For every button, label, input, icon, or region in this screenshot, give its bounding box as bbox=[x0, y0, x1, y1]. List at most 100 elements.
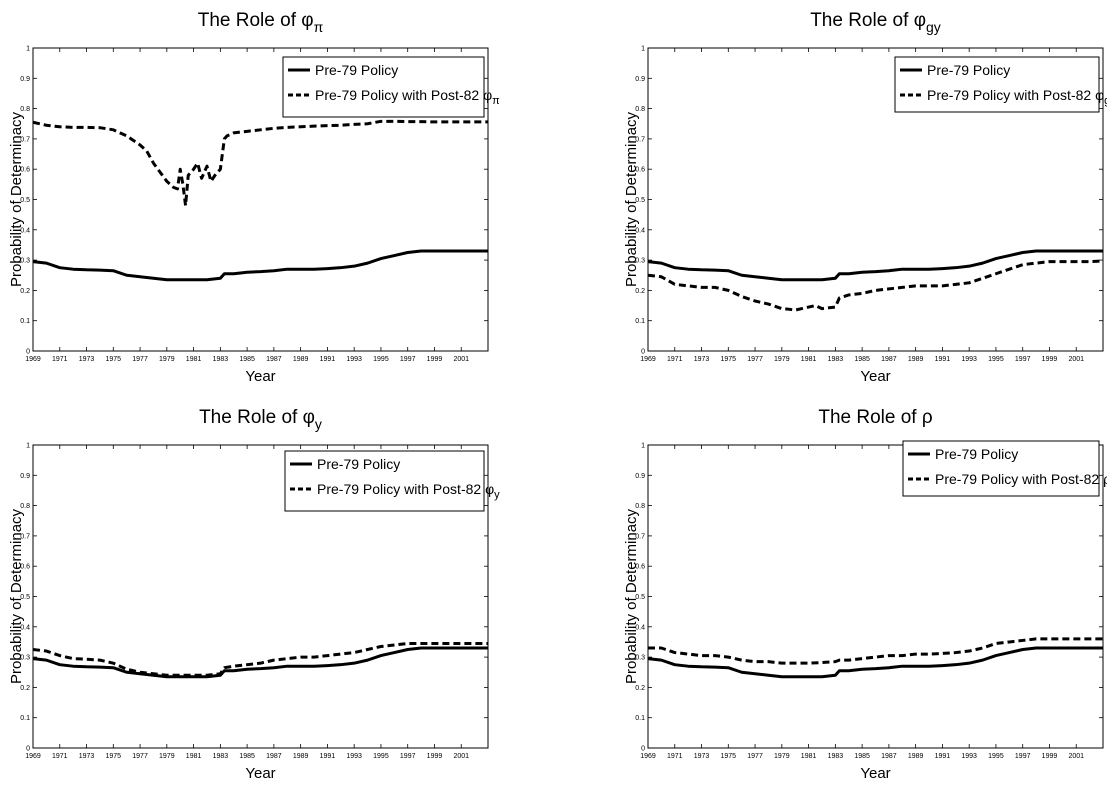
x-tick-label: 1975 bbox=[106, 356, 122, 363]
legend: Pre-79 Policy Pre-79 Policy with Post-82 … bbox=[284, 450, 500, 512]
x-axis-label: Year bbox=[860, 368, 890, 385]
x-axis-label: Year bbox=[245, 368, 275, 385]
x-tick-label: 1997 bbox=[1015, 753, 1031, 760]
y-tick-label: 0.3 bbox=[635, 258, 645, 265]
legend-entry: Pre-79 Policy bbox=[935, 446, 1018, 462]
x-tick-label: 1993 bbox=[346, 356, 362, 363]
x-tick-label: 1969 bbox=[25, 356, 41, 363]
x-tick-label: 1977 bbox=[747, 356, 763, 363]
legend-box bbox=[894, 56, 1100, 113]
x-tick-label: 1987 bbox=[266, 356, 282, 363]
x-tick-label: 1983 bbox=[828, 753, 844, 760]
y-tick-label: 0.5 bbox=[20, 594, 30, 601]
x-tick-label: 1991 bbox=[935, 356, 951, 363]
x-tick-label: 1973 bbox=[79, 753, 95, 760]
chart-svg: The Role of φπ 0 0.1 0.2 0.3 0.4 0.5 0.6 0.7 0.8 0… bbox=[8, 10, 500, 385]
y-tick-label: 0.1 bbox=[635, 715, 645, 722]
y-tick-label: 0 bbox=[641, 349, 645, 356]
legend-entry: Pre-79 Policy with Post-82 φπ bbox=[315, 87, 500, 107]
chart-panel-rho: The Role of ρ 0 0.1 0.2 0.3 0.4 0.5 0.6 0.7 0.8 0.… bbox=[615, 397, 1107, 794]
x-tick-label: 1975 bbox=[721, 753, 737, 760]
x-tick-label: 1975 bbox=[106, 753, 122, 760]
x-tick-label: 2001 bbox=[1068, 356, 1084, 363]
x-tick-label: 1981 bbox=[186, 356, 202, 363]
series-line-post82 bbox=[32, 119, 488, 208]
y-tick-label: 0.4 bbox=[20, 624, 30, 631]
y-tick-label: 0.8 bbox=[635, 106, 645, 113]
x-tick-label: 1985 bbox=[239, 753, 255, 760]
y-tick-label: 0 bbox=[641, 746, 645, 753]
chart-svg: The Role of φy 0 0.1 0.2 0.3 0.4 0.5 0.6 0.7 0.8 0… bbox=[8, 407, 500, 782]
y-tick-label: 0.3 bbox=[20, 258, 30, 265]
chart-svg: The Role of φgy 0 0.1 0.2 0.3 0.4 0.5 0.6 0.7 0.8… bbox=[623, 10, 1107, 385]
legend-box bbox=[902, 440, 1100, 497]
x-tick-label: 1979 bbox=[159, 753, 175, 760]
x-tick-label: 1981 bbox=[186, 753, 202, 760]
x-tick-label: 1989 bbox=[293, 753, 309, 760]
x-tick-label: 1995 bbox=[988, 753, 1004, 760]
y-tick-label: 0.4 bbox=[20, 227, 30, 234]
x-tick-label: 1977 bbox=[747, 753, 763, 760]
x-tick-label: 1993 bbox=[961, 356, 977, 363]
x-tick-label: 1981 bbox=[801, 753, 817, 760]
y-tick-label: 0.7 bbox=[20, 533, 30, 540]
y-tick-label: 0.5 bbox=[635, 197, 645, 204]
y-axis-label: Probability of Determinacy bbox=[623, 508, 640, 684]
x-tick-label: 1987 bbox=[881, 356, 897, 363]
series-line-pre79 bbox=[32, 249, 488, 282]
x-tick-label: 1991 bbox=[320, 753, 336, 760]
x-tick-label: 2001 bbox=[1068, 753, 1084, 760]
x-tick-label: 1989 bbox=[908, 753, 924, 760]
legend-entry: Pre-79 Policy with Post-82 φgy bbox=[927, 87, 1107, 107]
y-tick-label: 1 bbox=[641, 443, 645, 450]
series-line-pre79 bbox=[32, 646, 488, 679]
y-tick-label: 0.9 bbox=[20, 473, 30, 480]
y-tick-label: 0.2 bbox=[20, 288, 30, 295]
chart-title: The Role of φgy bbox=[810, 10, 941, 35]
x-tick-label: 1991 bbox=[320, 356, 336, 363]
x-tick-label: 1973 bbox=[79, 356, 95, 363]
y-tick-label: 0.7 bbox=[20, 136, 30, 143]
y-tick-label: 0.9 bbox=[635, 76, 645, 83]
y-tick-label: 0.1 bbox=[20, 318, 30, 325]
y-tick-label: 0.8 bbox=[635, 503, 645, 510]
x-tick-label: 1997 bbox=[1015, 356, 1031, 363]
y-axis-label: Probability of Determinacy bbox=[623, 111, 640, 287]
x-tick-label: 1971 bbox=[667, 356, 683, 363]
x-tick-label: 1975 bbox=[721, 356, 737, 363]
x-tick-label: 1971 bbox=[667, 753, 683, 760]
x-tick-label: 1979 bbox=[774, 753, 790, 760]
y-tick-label: 0.6 bbox=[20, 167, 30, 174]
y-tick-label: 0.3 bbox=[635, 655, 645, 662]
x-tick-label: 1985 bbox=[854, 356, 870, 363]
x-tick-label: 1969 bbox=[640, 753, 656, 760]
y-tick-label: 0.5 bbox=[20, 197, 30, 204]
x-tick-label: 1989 bbox=[293, 356, 309, 363]
x-tick-label: 1981 bbox=[801, 356, 817, 363]
legend-entry: Pre-79 Policy bbox=[927, 62, 1010, 78]
x-tick-label: 1973 bbox=[694, 753, 710, 760]
y-tick-label: 0.3 bbox=[20, 655, 30, 662]
y-tick-label: 0.8 bbox=[20, 106, 30, 113]
x-tick-label: 1999 bbox=[1042, 356, 1058, 363]
x-tick-label: 1997 bbox=[400, 356, 416, 363]
x-tick-label: 1995 bbox=[373, 356, 389, 363]
y-tick-label: 0.4 bbox=[635, 624, 645, 631]
y-tick-label: 1 bbox=[26, 46, 30, 53]
x-tick-label: 1979 bbox=[774, 356, 790, 363]
legend-entry: Pre-79 Policy with Post-82 ρ bbox=[935, 471, 1107, 487]
y-tick-label: 0.1 bbox=[20, 715, 30, 722]
y-tick-label: 1 bbox=[641, 46, 645, 53]
x-tick-label: 1993 bbox=[346, 753, 362, 760]
x-tick-label: 1973 bbox=[694, 356, 710, 363]
y-tick-label: 0.9 bbox=[20, 76, 30, 83]
x-tick-label: 1997 bbox=[400, 753, 416, 760]
legend: Pre-79 Policy Pre-79 Policy with Post-82 … bbox=[902, 440, 1107, 497]
legend-box bbox=[284, 450, 485, 512]
x-axis-label: Year bbox=[860, 765, 890, 782]
series-line-pre79 bbox=[647, 646, 1103, 679]
y-tick-label: 1 bbox=[26, 443, 30, 450]
x-tick-label: 1999 bbox=[427, 753, 443, 760]
y-tick-label: 0.7 bbox=[635, 533, 645, 540]
legend-box bbox=[282, 56, 485, 118]
